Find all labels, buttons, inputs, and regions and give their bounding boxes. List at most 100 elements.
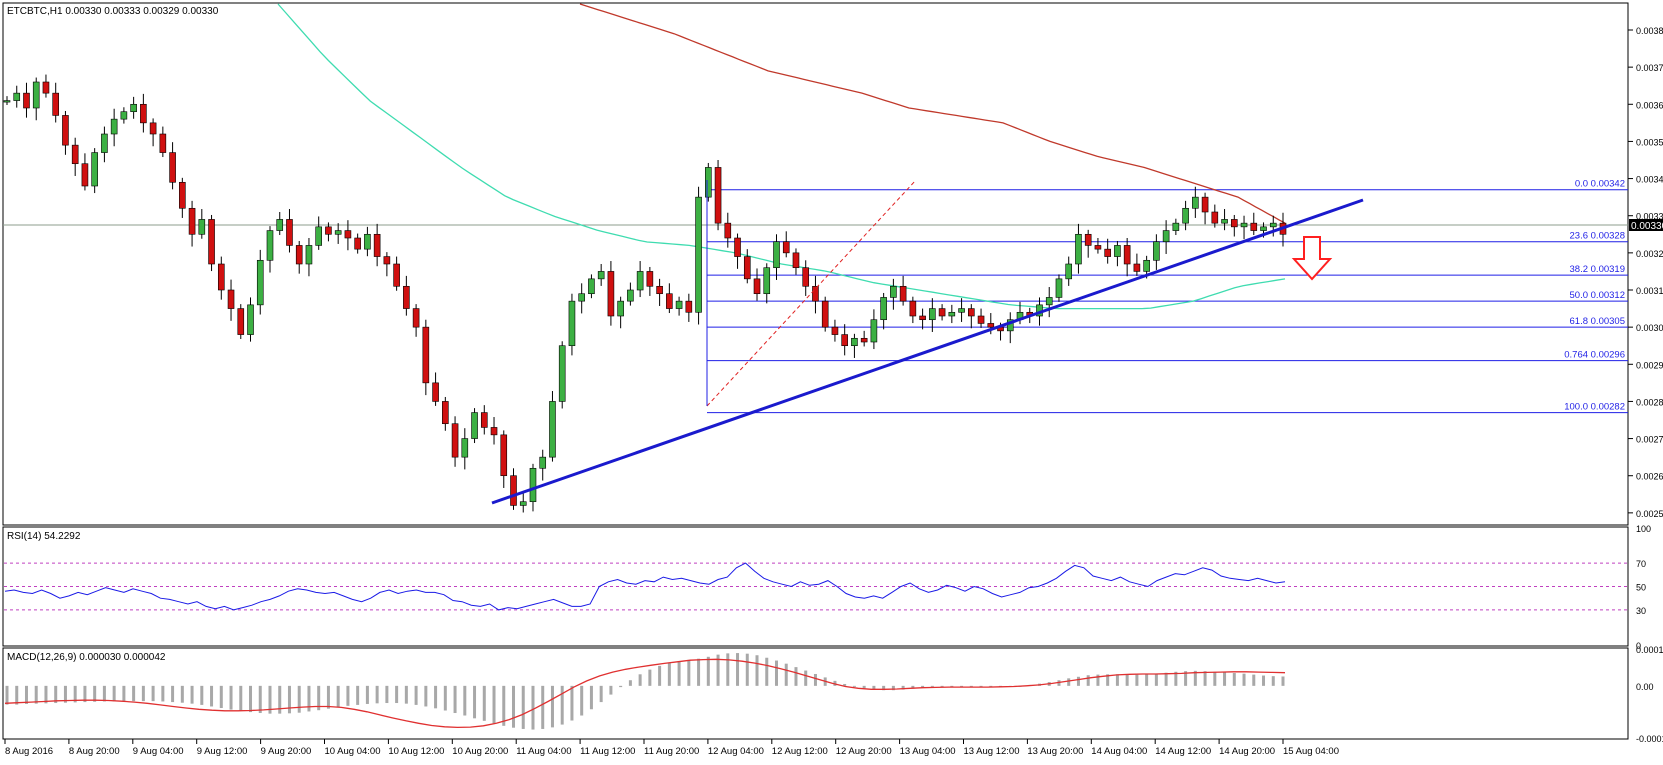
current-price-box [1629, 219, 1663, 231]
macd-histogram-bar [813, 673, 817, 686]
candle-body [101, 133, 108, 153]
candle-body [987, 323, 995, 328]
candle-body [1055, 278, 1063, 298]
candle-body [237, 308, 245, 335]
candle-body [1240, 222, 1248, 228]
macd-histogram-bar [1281, 676, 1285, 686]
time-axis-label: 10 Aug 04:00 [325, 746, 381, 757]
candle-body [617, 300, 624, 317]
macd-histogram-bar [745, 653, 749, 686]
candle-body [549, 401, 556, 458]
time-axis-label: 10 Aug 20:00 [452, 746, 508, 757]
macd-histogram-bar [83, 685, 87, 703]
macd-histogram-bar [843, 683, 847, 686]
macd-histogram-bar [463, 685, 467, 716]
macd-histogram-bar [736, 653, 740, 686]
macd-histogram-bar [258, 685, 262, 714]
candle-body [763, 267, 771, 295]
price-axis-label: 0.00305 [1636, 323, 1663, 333]
candle-body [1260, 226, 1267, 231]
macd-histogram-bar [336, 685, 340, 708]
macd-histogram-bar [34, 685, 38, 704]
macd-histogram-bar [54, 685, 58, 704]
candle-body [919, 315, 926, 321]
macd-histogram-bar [687, 659, 691, 686]
fib-level-label: 50.0 0.00312 [1570, 290, 1625, 301]
time-axis-label: 13 Aug 04:00 [900, 746, 956, 757]
macd-histogram-bar [726, 653, 730, 686]
candle-body [734, 237, 741, 257]
macd-histogram-bar [1193, 670, 1197, 686]
macd-histogram-bar [862, 685, 866, 689]
time-axis-label: 9 Aug 04:00 [133, 746, 184, 757]
candle-body [305, 245, 313, 265]
macd-histogram-bar [541, 685, 545, 729]
candle-body [812, 285, 819, 302]
current-price-label: 0.00330 [1631, 221, 1663, 232]
macd-histogram-bar [5, 685, 9, 705]
macd-histogram-bar [609, 685, 613, 695]
macd-histogram-bar [1096, 674, 1100, 686]
macd-histogram-bar [385, 685, 389, 704]
macd-histogram-bar [307, 685, 311, 712]
candle-body [743, 256, 751, 280]
candle-body [120, 111, 128, 120]
candle-body [1045, 297, 1053, 306]
candle-body [91, 152, 98, 187]
candle-body [286, 219, 293, 246]
candle-body [140, 103, 147, 124]
candle-body [841, 334, 848, 347]
macd-histogram-bar [1106, 674, 1110, 686]
candle-body [714, 167, 722, 224]
time-axis-label: 15 Aug 04:00 [1283, 746, 1339, 757]
candle-body [909, 300, 917, 317]
price-axis-label: 0.00265 [1636, 472, 1663, 482]
macd-histogram-bar [190, 685, 194, 704]
candle-body [977, 315, 985, 324]
macd-signal-line [4, 658, 1286, 729]
candle-body [179, 181, 186, 209]
macd-histogram-bar [151, 685, 155, 702]
macd-histogram-bar [1145, 674, 1149, 686]
candle-body [169, 152, 176, 183]
rsi-title: RSI(14) 54.2292 [7, 531, 81, 542]
macd-histogram-bar [63, 685, 67, 703]
macd-histogram-bar [453, 685, 457, 714]
candle-body [1201, 196, 1209, 213]
candle-body [675, 300, 683, 309]
macd-histogram-bar [677, 661, 681, 686]
time-axis-label: 11 Aug 04:00 [516, 746, 571, 757]
macd-axis-label: 0.00 [1636, 682, 1654, 692]
macd-histogram-bar [667, 663, 671, 686]
rsi-axis-label: 100 [1636, 524, 1651, 534]
macd-histogram-bar [1135, 674, 1139, 686]
candle-body [432, 382, 439, 402]
macd-histogram-bar [1125, 674, 1129, 686]
candle-body [1143, 259, 1150, 272]
macd-histogram-bar [492, 685, 496, 724]
candle-body [130, 103, 137, 113]
macd-histogram-bar [784, 663, 788, 686]
macd-histogram-bar [550, 685, 554, 728]
macd-histogram-bar [112, 685, 116, 702]
price-axis-label: 0.00385 [1636, 26, 1663, 36]
candle-body [208, 219, 215, 265]
candle-body [315, 226, 322, 246]
macd-histogram-bar [648, 669, 652, 686]
candle-body [695, 196, 702, 313]
candle-body [13, 92, 21, 101]
candle-body [1133, 263, 1141, 272]
macd-histogram-bar [180, 685, 184, 703]
rsi-axis-label: 30 [1636, 606, 1646, 616]
macd-histogram-bar [141, 685, 145, 702]
macd-histogram-bar [930, 685, 934, 687]
candle-body [81, 163, 89, 187]
macd-histogram-bar [940, 685, 944, 687]
macd-histogram-bar [434, 685, 438, 709]
time-axis-label: 12 Aug 04:00 [708, 746, 764, 757]
macd-histogram-bar [268, 685, 272, 714]
price-axis-label: 0.00365 [1636, 100, 1663, 110]
time-axis-label: 14 Aug 04:00 [1091, 746, 1147, 757]
time-axis-label: 11 Aug 12:00 [580, 746, 635, 757]
macd-histogram-bar [1223, 672, 1227, 686]
